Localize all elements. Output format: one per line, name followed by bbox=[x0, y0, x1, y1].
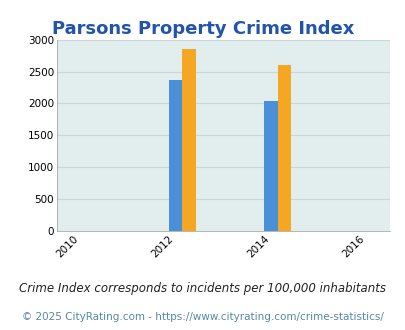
Text: © 2025 CityRating.com - https://www.cityrating.com/crime-statistics/: © 2025 CityRating.com - https://www.city… bbox=[22, 312, 383, 322]
Bar bbox=[168, 80, 182, 231]
Text: Parsons Property Crime Index: Parsons Property Crime Index bbox=[52, 20, 353, 38]
Bar bbox=[277, 65, 290, 231]
Bar bbox=[182, 49, 195, 231]
Text: Crime Index corresponds to incidents per 100,000 inhabitants: Crime Index corresponds to incidents per… bbox=[19, 282, 386, 295]
Bar bbox=[264, 101, 277, 231]
